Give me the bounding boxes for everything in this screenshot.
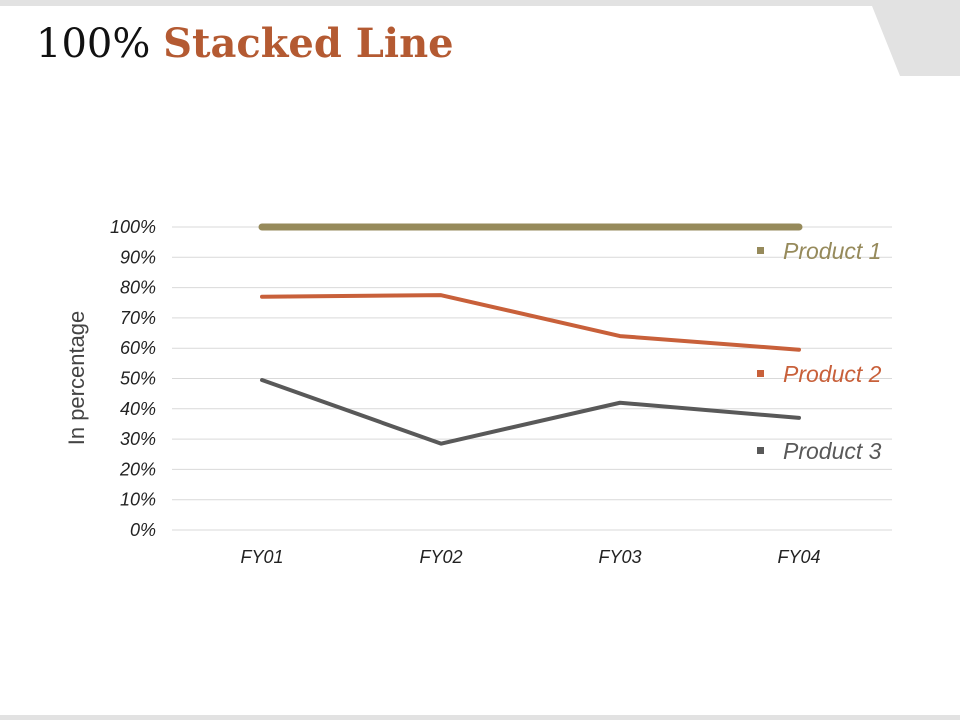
slide-title: 100% Stacked Line [36, 18, 454, 70]
series-lines [258, 223, 803, 446]
legend-swatch-product-2 [757, 370, 764, 377]
data-point-product-2 [797, 348, 801, 352]
y-tick-label: 70% [120, 308, 156, 328]
data-point-product-3 [260, 378, 264, 382]
data-point-product-1 [797, 225, 801, 229]
bottom-frame-bar [0, 715, 960, 720]
data-point-product-2 [618, 334, 622, 338]
data-point-product-2 [439, 293, 443, 297]
x-tick-label: FY03 [598, 547, 641, 567]
y-tick-label: 30% [120, 429, 156, 449]
x-tick-label: FY02 [419, 547, 462, 567]
legend-label-product-3: Product 3 [783, 438, 882, 464]
y-tick-label: 10% [120, 490, 156, 510]
y-axis-title: In percentage [64, 311, 89, 446]
gridlines [172, 226, 892, 531]
data-point-product-2 [260, 295, 264, 299]
y-tick-label: 20% [119, 459, 156, 479]
slide-title-prefix: 100% [36, 21, 151, 67]
data-point-product-3 [618, 401, 622, 405]
series-line-product-3 [260, 378, 801, 446]
data-point-product-1 [439, 225, 443, 229]
data-point-product-1 [260, 225, 264, 229]
data-point-product-3 [439, 442, 443, 446]
y-axis-tick-labels: 0% 10% 20% 30% 40% 50% 60% 70% 80% 90% 100% [110, 217, 156, 540]
data-point-product-1 [618, 225, 622, 229]
legend-label-product-2: Product 2 [783, 361, 882, 387]
legend-swatch-product-1 [757, 247, 764, 254]
y-tick-label: 40% [120, 399, 156, 419]
slide-title-main: Stacked Line [163, 20, 454, 67]
y-tick-label: 100% [110, 217, 156, 237]
y-tick-label: 60% [120, 338, 156, 358]
corner-tab-decoration [872, 6, 960, 76]
legend: Product 1 Product 2 Product 3 [757, 238, 882, 464]
y-tick-label: 0% [130, 520, 156, 540]
y-tick-label: 80% [120, 278, 156, 298]
top-frame-bar [0, 0, 960, 6]
series-line-product-2 [260, 293, 801, 352]
y-tick-label: 90% [120, 247, 156, 267]
x-axis-tick-labels: FY01 FY02 FY03 FY04 [240, 547, 820, 567]
data-point-product-3 [797, 416, 801, 420]
y-tick-label: 50% [120, 369, 156, 389]
legend-swatch-product-3 [757, 447, 764, 454]
legend-label-product-1: Product 1 [783, 238, 881, 264]
x-tick-label: FY01 [240, 547, 283, 567]
x-tick-label: FY04 [777, 547, 820, 567]
